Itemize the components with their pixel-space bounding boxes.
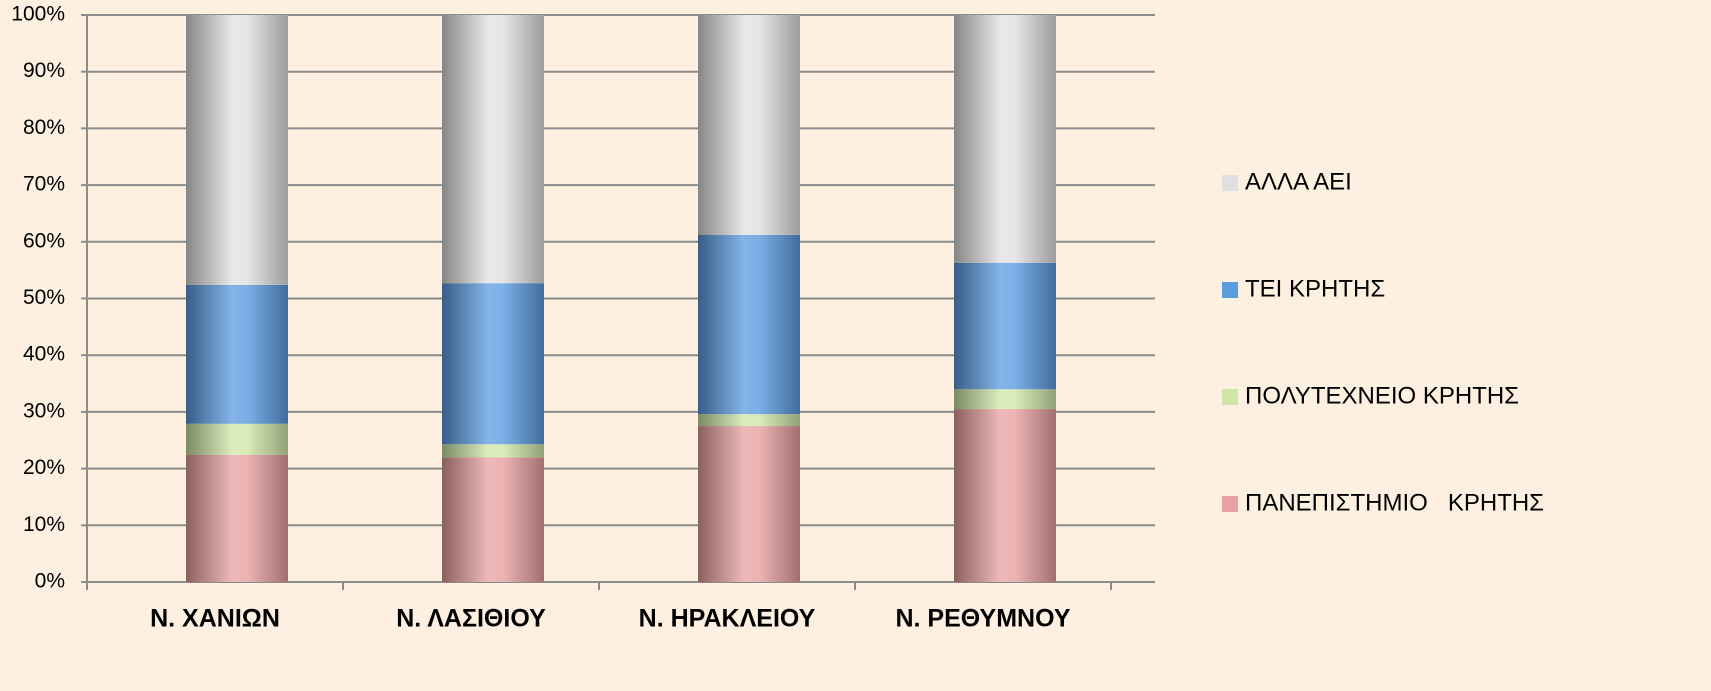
x-tick-label: Ν. ΡΕΘΥΜΝΟΥ <box>895 605 1070 633</box>
bar-segment <box>954 389 1056 410</box>
bar-segment <box>186 284 288 424</box>
bar-segment <box>442 444 544 458</box>
y-tick-label: 100% <box>11 3 65 26</box>
bar-segment <box>698 234 800 415</box>
bar-segment <box>698 426 800 582</box>
x-tick-label: Ν. ΗΡΑΚΛΕΙΟΥ <box>639 605 816 633</box>
y-tick-label: 40% <box>23 343 65 366</box>
legend-label: ΠΟΛΥΤΕΧΝΕΙΟ ΚΡΗΤΗΣ <box>1245 382 1519 409</box>
bar-segment <box>954 409 1056 582</box>
bar-segment <box>698 414 800 427</box>
bar-segment <box>186 15 288 285</box>
bar-segment <box>186 423 288 455</box>
bar-segment <box>698 15 800 235</box>
y-tick-label: 60% <box>23 229 65 252</box>
bar-segment <box>442 283 544 445</box>
y-tick-label: 10% <box>23 513 65 536</box>
x-tick-label: Ν. ΧΑΝΙΩΝ <box>150 605 280 633</box>
y-tick-label: 30% <box>23 399 65 422</box>
y-tick-label: 0% <box>35 570 65 593</box>
y-tick-label: 80% <box>23 116 65 139</box>
y-tick-label: 90% <box>23 59 65 82</box>
legend-swatch <box>1222 496 1238 512</box>
y-tick-label: 70% <box>23 173 65 196</box>
x-tick-label: Ν. ΛΑΣΙΘΙΟΥ <box>396 605 546 633</box>
y-tick-label: 20% <box>23 456 65 479</box>
legend-label: ΤΕΙ ΚΡΗΤΗΣ <box>1245 275 1385 302</box>
bar-segment <box>186 454 288 582</box>
legend-swatch <box>1222 389 1238 405</box>
legend-label: ΠΑΝΕΠΙΣΤΗΜΙΟ ΚΡΗΤΗΣ <box>1245 489 1544 516</box>
bar-segment <box>442 457 544 582</box>
legend-swatch <box>1222 282 1238 298</box>
legend-swatch <box>1222 175 1238 191</box>
y-tick-label: 50% <box>23 286 65 309</box>
bar-segment <box>442 15 544 284</box>
legend-label: ΑΛΛΑ ΑΕΙ <box>1245 168 1352 195</box>
bar-segment <box>954 262 1056 390</box>
bar-segment <box>954 15 1056 263</box>
